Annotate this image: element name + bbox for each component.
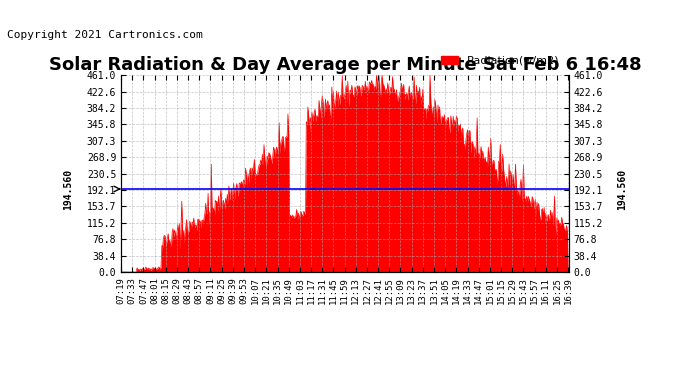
Text: 194.560: 194.560 (63, 168, 73, 210)
Title: Solar Radiation & Day Average per Minute Sat Feb 6 16:48: Solar Radiation & Day Average per Minute… (49, 56, 641, 74)
Text: 194.560: 194.560 (617, 168, 627, 210)
Text: Copyright 2021 Cartronics.com: Copyright 2021 Cartronics.com (7, 30, 203, 39)
Legend: Radiation(w/m2): Radiation(w/m2) (436, 51, 563, 70)
